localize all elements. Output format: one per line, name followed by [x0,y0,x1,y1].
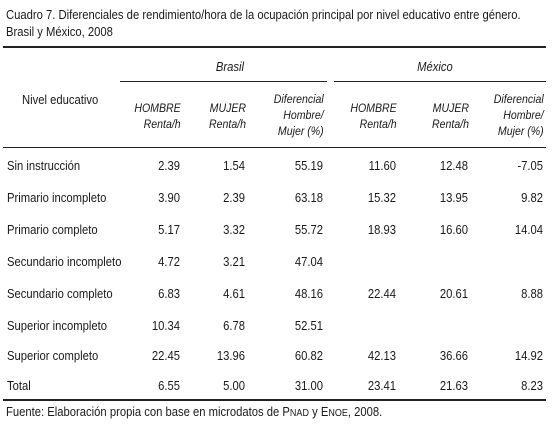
table-cell: 8.23 [521,379,543,393]
table-cell: 3.32 [223,223,245,237]
table-cell: 14.04 [514,223,543,237]
caption-line-2: Brasil y México, 2008 [6,25,113,39]
table-cell: 6.55 [158,379,180,393]
top-rule [3,46,546,48]
table-cell: 22.44 [367,287,396,301]
table-cell: 42.13 [367,349,396,363]
group-label-mexico: México [417,60,453,74]
table-cell: 11.60 [368,159,396,173]
table-cell: 23.41 [367,379,396,393]
table-cell: 13.95 [439,191,468,205]
table-cell: 5.00 [223,379,245,393]
header-rule [3,147,546,148]
table-cell: 21.63 [439,379,468,393]
table-cell: 63.18 [294,191,323,205]
table-cell: 1.54 [223,159,245,173]
table-cell: 60.82 [294,349,323,363]
table-cell: 13.96 [216,349,245,363]
table-cell: 55.72 [294,223,323,237]
table-cell: 12.48 [439,159,468,173]
table-cell: 3.90 [158,191,180,205]
table-cell: 4.61 [223,287,245,301]
table-cell: 55.19 [294,159,323,173]
row-label: Superior completo [7,349,99,363]
table-cell: 2.39 [223,191,245,205]
row-header-label: Nivel educativo [22,93,99,107]
row-label: Primario completo [7,223,98,237]
table-cell: 3.21 [223,255,245,269]
col-header-mexico-mujer: MUJER Renta/h [432,101,469,131]
table-cell: 52.51 [294,319,323,333]
row-label: Secundario incompleto [7,255,122,269]
table-cell: 22.45 [151,349,180,363]
table-cell: 36.66 [439,349,468,363]
table-cell: 14.92 [514,349,543,363]
table-cell: 4.72 [158,255,180,269]
group-rule-mexico [334,81,546,82]
table-cell: 18.93 [367,223,396,237]
row-label: Secundario completo [7,287,113,301]
table-cell: 16.60 [439,223,468,237]
table-cell: 31.00 [294,379,323,393]
row-label: Total [7,379,31,393]
source-note: Fuente: Elaboración propia con base en m… [6,405,383,419]
row-label: Sin instrucción [7,159,81,173]
table-cell: 10.34 [151,319,180,333]
group-rule-brasil [120,81,327,82]
row-label: Primario incompleto [7,191,107,205]
table-cell: 8.88 [521,287,543,301]
col-header-brasil-diferencial: Diferencial Hombre/ Mujer (%) [274,92,324,138]
col-header-brasil-mujer: MUJER Renta/h [209,101,246,131]
table-cell: 47.04 [294,255,323,269]
col-header-mexico-hombre: HOMBRE Renta/h [350,101,397,131]
table-cell: 6.78 [223,319,245,333]
table-cell: 20.61 [439,287,468,301]
table-cell: 15.32 [367,191,396,205]
table-cell: 9.82 [521,191,543,205]
table-cell: 5.17 [158,223,180,237]
bottom-rule [3,399,546,401]
col-header-mexico-diferencial: Diferencial Hombre/ Mujer (%) [494,92,544,138]
col-header-brasil-hombre: HOMBRE Renta/h [134,101,181,131]
caption-line-1: Cuadro 7. Diferenciales de rendimiento/h… [6,8,521,22]
table-cell: 48.16 [294,287,323,301]
table-cell: 2.39 [158,159,180,173]
table-caption: Cuadro 7. Diferenciales de rendimiento/h… [6,7,521,41]
row-label: Superior incompleto [7,319,108,333]
table-cell: 6.83 [158,287,180,301]
table-cell: -7.05 [517,159,543,173]
group-label-brasil: Brasil [215,60,245,74]
